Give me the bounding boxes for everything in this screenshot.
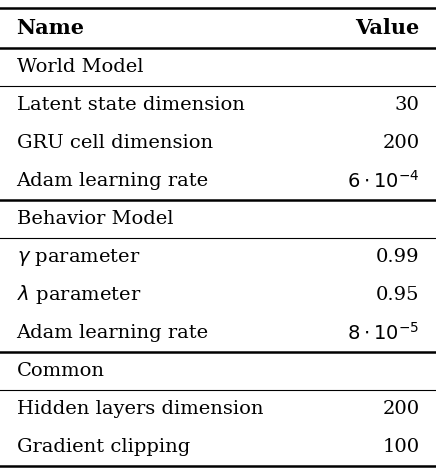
Text: 100: 100: [382, 438, 419, 456]
Text: $8 \cdot 10^{-5}$: $8 \cdot 10^{-5}$: [347, 322, 419, 344]
Text: 30: 30: [395, 96, 419, 114]
Text: Value: Value: [355, 18, 419, 38]
Text: Name: Name: [17, 18, 85, 38]
Text: 0.95: 0.95: [376, 286, 419, 304]
Text: $6 \cdot 10^{-4}$: $6 \cdot 10^{-4}$: [347, 170, 419, 192]
Text: Adam learning rate: Adam learning rate: [17, 172, 209, 190]
Text: $\gamma$ parameter: $\gamma$ parameter: [17, 246, 140, 268]
Text: Hidden layers dimension: Hidden layers dimension: [17, 400, 263, 418]
Text: GRU cell dimension: GRU cell dimension: [17, 134, 213, 152]
Text: World Model: World Model: [17, 58, 143, 76]
Text: $\lambda$ parameter: $\lambda$ parameter: [17, 284, 141, 306]
Text: 200: 200: [382, 400, 419, 418]
Text: Behavior Model: Behavior Model: [17, 210, 173, 228]
Text: 0.99: 0.99: [376, 248, 419, 266]
Text: Adam learning rate: Adam learning rate: [17, 324, 209, 342]
Text: 200: 200: [382, 134, 419, 152]
Text: Latent state dimension: Latent state dimension: [17, 96, 245, 114]
Text: Gradient clipping: Gradient clipping: [17, 438, 190, 456]
Text: Common: Common: [17, 362, 105, 380]
